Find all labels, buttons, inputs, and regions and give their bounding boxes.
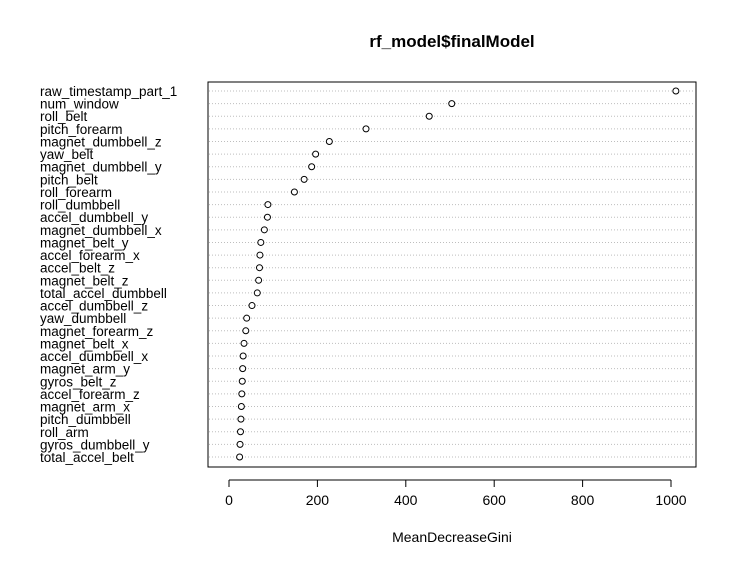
- category-label: magnet_dumbbell_y: [40, 160, 162, 175]
- data-point: [253, 289, 261, 297]
- category-label: gyros_belt_z: [40, 374, 117, 389]
- x-axis: 0 200 400 600 800 1000: [225, 479, 687, 508]
- chart-title: rf_model$finalModel: [369, 32, 534, 51]
- x-tick-label: 200: [306, 492, 330, 508]
- data-point: [325, 137, 333, 145]
- category-label: accel_forearm_x: [40, 248, 140, 263]
- data-point: [237, 403, 245, 411]
- category-label: magnet_forearm_z: [40, 324, 154, 339]
- x-tick-label: 400: [394, 492, 418, 508]
- category-label: gyros_dumbbell_y: [40, 437, 150, 452]
- data-point: [256, 251, 264, 259]
- data-point: [238, 390, 246, 398]
- category-label: total_accel_belt: [40, 450, 134, 465]
- data-point: [242, 327, 250, 335]
- data-point: [308, 163, 316, 171]
- category-label: accel_dumbbell_x: [40, 349, 148, 364]
- data-point: [425, 112, 433, 120]
- category-label: pitch_dumbbell: [40, 412, 131, 427]
- category-label: total_accel_dumbbell: [40, 286, 167, 301]
- data-point: [238, 377, 246, 385]
- data-point: [236, 453, 244, 461]
- category-label: roll_belt: [40, 109, 88, 124]
- category-label: magnet_dumbbell_z: [40, 134, 162, 149]
- x-tick-label: 0: [225, 492, 233, 508]
- data-point: [312, 150, 320, 158]
- data-point: [362, 125, 370, 133]
- category-label: pitch_belt: [40, 172, 98, 187]
- category-label: num_window: [40, 97, 119, 112]
- category-label: accel_dumbbell_z: [40, 299, 148, 314]
- x-axis-label: MeanDecreaseGini: [392, 529, 512, 545]
- x-tick-label: 800: [571, 492, 595, 508]
- category-label: accel_dumbbell_y: [40, 210, 148, 225]
- data-point: [239, 365, 247, 373]
- data-point: [264, 201, 272, 209]
- data-point: [448, 100, 456, 108]
- category-labels: raw_timestamp_part_1num_windowroll_beltp…: [40, 84, 177, 465]
- category-label: magnet_dumbbell_x: [40, 223, 162, 238]
- data-point: [237, 415, 245, 423]
- x-tick-label: 1000: [655, 492, 686, 508]
- data-point: [260, 226, 268, 234]
- category-label: roll_arm: [40, 425, 89, 440]
- category-label: accel_forearm_z: [40, 387, 140, 402]
- data-point: [255, 264, 263, 272]
- category-label: yaw_dumbbell: [40, 311, 126, 326]
- data-point: [290, 188, 298, 196]
- data-point: [672, 87, 680, 95]
- x-tick-label: 600: [483, 492, 507, 508]
- data-point: [248, 302, 256, 310]
- data-points: [236, 87, 680, 461]
- category-label: yaw_belt: [40, 147, 94, 162]
- category-label: pitch_forearm: [40, 122, 123, 137]
- data-point: [300, 175, 308, 183]
- category-label: magnet_belt_x: [40, 336, 129, 351]
- data-point: [240, 339, 248, 347]
- data-point: [236, 428, 244, 436]
- category-label: raw_timestamp_part_1: [40, 84, 177, 99]
- data-point: [239, 352, 247, 360]
- category-label: roll_forearm: [40, 185, 112, 200]
- data-point: [255, 276, 263, 284]
- category-label: roll_dumbbell: [40, 198, 120, 213]
- category-label: magnet_belt_z: [40, 273, 129, 288]
- data-point: [236, 440, 244, 448]
- data-point: [257, 238, 265, 246]
- category-label: accel_belt_z: [40, 261, 115, 276]
- plot-frame: [207, 81, 697, 468]
- data-point: [263, 213, 271, 221]
- category-label: magnet_belt_y: [40, 235, 129, 250]
- data-point: [243, 314, 251, 322]
- grid-lines: [209, 90, 695, 458]
- category-label: magnet_arm_x: [40, 400, 130, 415]
- category-label: magnet_arm_y: [40, 362, 130, 377]
